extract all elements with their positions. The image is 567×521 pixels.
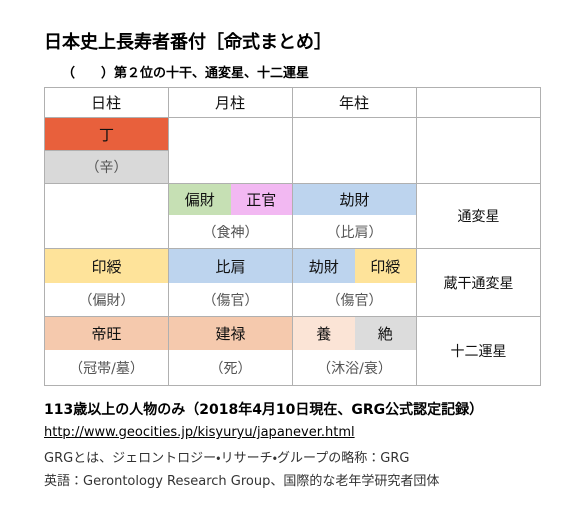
grid-line <box>540 87 541 386</box>
sub-cell: （傷官） <box>326 292 383 309</box>
star-cell: 印綬 <box>354 249 416 283</box>
sub-cell: （死） <box>209 360 252 377</box>
row-label: 十二運星 <box>450 344 507 360</box>
star-cell: 偏財 <box>169 184 231 215</box>
star-cell: 帝旺 <box>45 317 168 350</box>
sub-cell: （比肩） <box>326 224 383 241</box>
star-cell: 劫財 <box>293 184 416 215</box>
footer-line: GRGとは、ジェロントロジー・リサーチ・グループの略称：GRG <box>44 451 410 466</box>
row-label: 蔵干通変星 <box>443 275 514 292</box>
grid-line <box>416 87 417 386</box>
grid-line <box>44 150 168 151</box>
star-cell: 絶 <box>354 317 416 350</box>
column-header: 月柱 <box>214 93 245 112</box>
note: 113歳以上の人物のみ（2018年4月10日現在、GRG公式認定記録） <box>44 402 484 418</box>
footer-line: 英語：Gerontology Research Group、国際的な老年学研究者… <box>44 474 440 489</box>
star-cell: 劫財 <box>293 249 355 283</box>
sub-cell: （沐浴/衰） <box>317 360 392 377</box>
star-cell: 比肩 <box>169 249 292 283</box>
sub-cell: （傷官） <box>202 292 259 309</box>
hidden-stem-cell: （辛） <box>45 151 168 183</box>
stem-cell: 丁 <box>45 118 168 150</box>
row-label: 通変星 <box>457 209 500 225</box>
title: 日本史上長寿者番付［命式まとめ］ <box>44 32 332 53</box>
star-cell: 養 <box>293 317 355 350</box>
grid-line <box>168 87 169 386</box>
sub-cell: （食神） <box>202 224 259 241</box>
grid-line <box>292 87 293 386</box>
subtitle: （ ）第２位の十干、通変星、十二運星 <box>62 66 310 81</box>
sub-cell: （冠帯/墓） <box>69 360 144 377</box>
column-header: 日柱 <box>90 93 121 112</box>
star-cell: 建禄 <box>169 317 292 350</box>
link[interactable]: http://www.geocities.jp/kisyuryu/japanev… <box>44 425 355 440</box>
column-header: 年柱 <box>338 93 369 112</box>
sub-cell: （偏財） <box>78 292 135 309</box>
star-cell: 正官 <box>230 184 292 215</box>
star-cell: 印綬 <box>45 249 168 283</box>
grid-line <box>44 87 45 386</box>
